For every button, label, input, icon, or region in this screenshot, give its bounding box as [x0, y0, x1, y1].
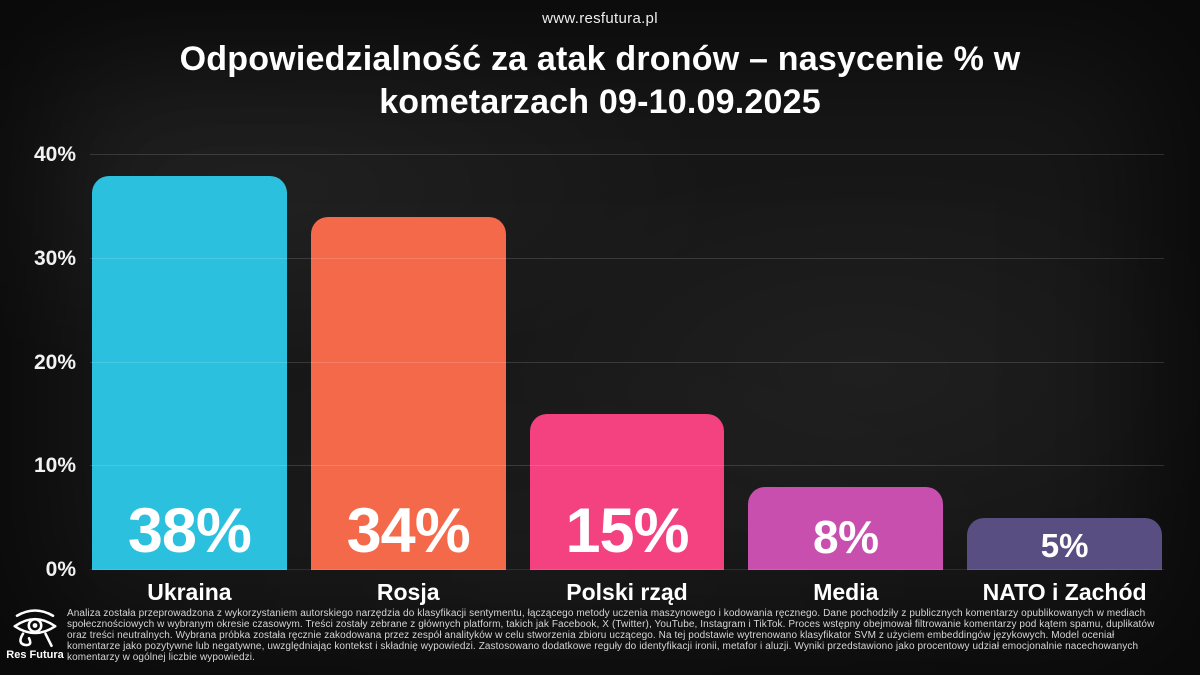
eye-of-horus-icon	[13, 609, 57, 648]
footer: Res Futura Analiza została przeprowadzon…	[0, 603, 1200, 675]
category-label-polski-rząd: Polski rząd	[566, 579, 688, 605]
bar-slot-polski-rząd: 15% Polski rząd	[529, 155, 725, 605]
bar-slot-nato-i-zachód: 5% NATO i Zachód	[967, 155, 1162, 605]
res-futura-logo: Res Futura	[0, 603, 64, 661]
bar-slot-media: 8% Media	[748, 155, 944, 605]
y-tick-label-0: 0%	[45, 558, 76, 581]
gridline-0	[90, 569, 1164, 570]
bar-value-label-rosja: 34%	[346, 496, 471, 567]
y-tick-label-40: 40%	[33, 143, 76, 166]
bar-chart: 40% 30% 20% 10% 0% 38% Ukraina 34% Rosja 15% Pols…	[0, 143, 1200, 605]
page-title: Odpowiedzialność za atak dronów – nasyce…	[0, 38, 1200, 124]
page-title-line-1: Odpowiedzialność za atak dronów – nasyce…	[179, 40, 1021, 78]
chart-plot: 38% Ukraina 34% Rosja 15% Polski rząd 8% Media 5…	[90, 154, 1164, 605]
site-url: www.resfutura.pl	[542, 10, 658, 27]
methodology-text: Analiza została przeprowadzona z wykorzy…	[67, 608, 1155, 663]
category-label-rosja: Rosja	[376, 579, 440, 605]
bar-media: 8%	[748, 487, 944, 570]
category-label-media: Media	[813, 579, 879, 605]
y-tick-label-10: 10%	[33, 454, 76, 478]
logo-text: Res Futura	[6, 649, 64, 661]
bar-value-label-ukraina: 38%	[127, 496, 252, 567]
gridline-40	[90, 154, 1164, 155]
y-tick-label-20: 20%	[33, 350, 76, 374]
gridline-20	[90, 361, 1164, 363]
bar-value-label-polski-rząd: 15%	[565, 496, 689, 567]
bar-rosja: 34%	[310, 217, 506, 570]
bar-slot-rosja: 34% Rosja	[310, 155, 506, 605]
bar-value-label-media: 8%	[813, 511, 879, 564]
bar-slot-ukraina: 38% Ukraina	[92, 155, 287, 605]
gridline-30	[90, 257, 1164, 259]
y-tick-label-30: 30%	[33, 246, 76, 270]
bars: 38% Ukraina 34% Rosja 15% Polski rząd 8% Media 5…	[92, 155, 1162, 605]
category-label-ukraina: Ukraina	[147, 579, 232, 605]
gridline-10	[90, 465, 1164, 467]
bar-nato-i-zachód: 5%	[967, 518, 1162, 570]
page-title-line-2: kometarzach 09-10.09.2025	[379, 82, 821, 121]
category-label-nato-i-zachód: NATO i Zachód	[982, 579, 1147, 605]
bar-ukraina: 38%	[92, 175, 287, 570]
bar-polski-rząd: 15%	[529, 414, 725, 570]
y-axis: 40% 30% 20% 10% 0%	[0, 143, 76, 581]
bar-value-label-nato-i-zachód: 5%	[1040, 526, 1089, 564]
